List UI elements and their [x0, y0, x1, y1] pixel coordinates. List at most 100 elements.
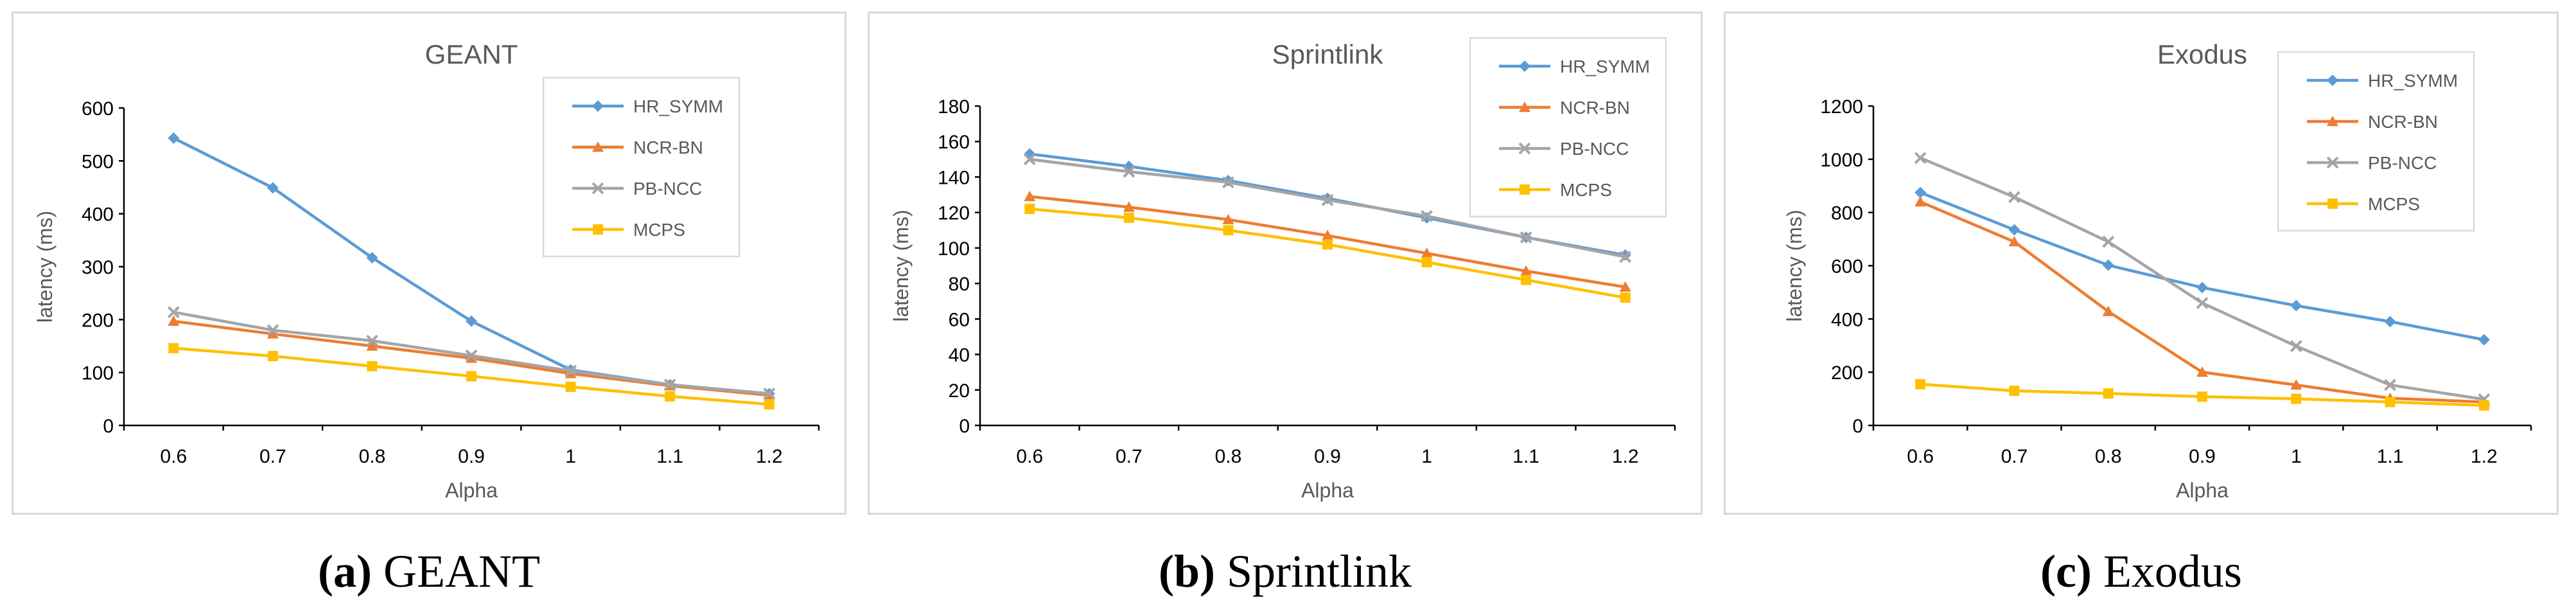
point-hr-symm-0-9: [466, 315, 477, 327]
series-mcps: [168, 343, 775, 410]
point-pb-ncc-1-2: [1619, 251, 1632, 263]
legend-marker-mcps: [2327, 199, 2338, 209]
x-tick-label-0-9: 0.9: [458, 446, 485, 467]
x-tick-label-1: 1: [1421, 446, 1432, 467]
legend-label-ncr-bn: NCR-BN: [2368, 112, 2438, 132]
x-tick-label-0-6: 0.6: [160, 446, 187, 467]
point-ncr-bn-1: [2290, 379, 2302, 390]
point-pb-ncc-1-2: [763, 388, 776, 400]
x-tick-label-0-9: 0.9: [1314, 446, 1341, 467]
point-mcps-0-8: [1223, 225, 1234, 236]
point-pb-ncc-0-7: [2008, 191, 2020, 204]
point-pb-ncc-0-8: [1222, 176, 1234, 189]
chart-title-exodus: Exodus: [2157, 39, 2247, 69]
point-mcps-0-9: [2197, 391, 2207, 402]
point-pb-ncc-0-6: [1023, 153, 1036, 166]
y-tick-label-100: 100: [938, 238, 970, 260]
x-tick-label-0-6: 0.6: [1907, 446, 1934, 467]
point-pb-ncc-0-6: [1914, 152, 1927, 165]
y-tick-label-0: 0: [959, 416, 970, 437]
x-axis-label: Alpha: [1301, 479, 1354, 502]
point-pb-ncc-0-9: [2196, 297, 2209, 309]
chart-title-geant: GEANT: [425, 39, 518, 69]
point-ncr-bn-1: [1421, 247, 1433, 258]
point-pb-ncc-0-7: [267, 324, 279, 337]
series-ncr-bn: [1024, 190, 1631, 292]
legend-label-ncr-bn: NCR-BN: [1560, 98, 1630, 118]
legend-label-pb-ncc: PB-NCC: [2368, 153, 2437, 173]
y-tick-label-0: 0: [103, 416, 114, 437]
legend-label-mcps: MCPS: [2368, 194, 2420, 214]
y-tick-label-800: 800: [1831, 203, 1863, 224]
caption-a-text: GEANT: [383, 546, 540, 597]
x-tick-label-0-6: 0.6: [1016, 446, 1043, 467]
x-tick-label-1-1: 1.1: [1512, 446, 1539, 467]
chart-panel-sprintlink: Sprintlink 0 20 40 60 80 100 120 140 160 180 0.6 0.7…: [868, 12, 1703, 515]
point-ncr-bn-0-6: [1024, 190, 1036, 202]
x-tick-label-1-1: 1.1: [656, 446, 683, 467]
y-tick-label-200: 200: [1831, 362, 1863, 384]
x-tick-label-0-7: 0.7: [2001, 446, 2028, 467]
point-mcps-0-9: [1322, 239, 1333, 250]
point-hr-symm-0-6: [168, 132, 180, 144]
point-pb-ncc-0-8: [366, 334, 378, 347]
x-axis-label: Alpha: [445, 479, 498, 502]
y-tick-label-600: 600: [82, 98, 114, 120]
x-tick-label-0-8: 0.8: [2095, 446, 2122, 467]
y-tick-label-120: 120: [938, 203, 970, 224]
legend-marker-mcps: [1520, 184, 1530, 195]
legend-label-hr-symm: HR_SYMM: [2368, 71, 2458, 91]
legend-marker-hr-symm: [2327, 75, 2338, 86]
y-axis-label: latency (ms): [1783, 209, 1806, 321]
point-pb-ncc-0-9: [465, 349, 478, 362]
point-ncr-bn-1-1: [1520, 265, 1532, 276]
point-mcps-1-2: [2478, 400, 2489, 411]
y-tick-label-600: 600: [1831, 256, 1863, 278]
legend-marker-pb-ncc: [591, 182, 604, 195]
point-hr-symm-1-2: [2478, 334, 2490, 346]
y-tick-label-20: 20: [949, 380, 970, 402]
point-ncr-bn-0-7: [1123, 201, 1135, 212]
y-tick-label-200: 200: [82, 310, 114, 331]
point-pb-ncc-1-1: [1520, 231, 1532, 244]
point-ncr-bn-0-7: [267, 328, 279, 339]
point-ncr-bn-0-8: [2102, 305, 2114, 316]
point-mcps-0-8: [367, 361, 378, 371]
chart-sprintlink-svg: Sprintlink 0 20 40 60 80 100 120 140 160 180 0.6 0.7…: [889, 37, 1676, 502]
legend-marker-ncr-bn: [1519, 102, 1530, 112]
series-hr-symm: [1914, 186, 2490, 346]
point-pb-ncc-0-8: [2102, 235, 2115, 248]
legend-marker-pb-ncc: [1518, 142, 1531, 155]
point-mcps-1-1: [665, 391, 676, 402]
point-ncr-bn-0-8: [1222, 213, 1234, 224]
legend-label-mcps: MCPS: [1560, 180, 1612, 200]
legend: HR_SYMM NCR-BN PB-NCC MCPS: [542, 76, 740, 258]
y-axis-label: latency (ms): [33, 211, 57, 323]
y-tick-label-0: 0: [1852, 416, 1863, 437]
series-pb-ncc: [167, 306, 776, 400]
y-tick-label-300: 300: [82, 257, 114, 278]
caption-b-text: Sprintlink: [1226, 546, 1412, 597]
legend-label-hr-symm: HR_SYMM: [633, 96, 723, 116]
legend-box: [542, 76, 740, 258]
legend-label-ncr-bn: NCR-BN: [633, 138, 703, 157]
point-hr-symm-0-9: [2196, 281, 2208, 294]
point-hr-symm-1-1: [2384, 316, 2396, 328]
x-tick-label-1: 1: [565, 446, 576, 467]
legend: HR_SYMM NCR-BN PB-NCC MCPS: [1469, 37, 1667, 218]
point-pb-ncc-1-1: [2384, 379, 2396, 391]
legend-marker-mcps: [593, 224, 603, 235]
caption-a: (a) GEANT: [12, 545, 846, 598]
y-tick-label-140: 140: [938, 167, 970, 188]
point-ncr-bn-0-9: [2196, 366, 2208, 377]
point-ncr-bn-0-7: [2008, 236, 2020, 247]
series-mcps: [1915, 379, 2489, 411]
point-mcps-1-2: [1620, 292, 1631, 303]
point-pb-ncc-1: [2290, 340, 2302, 352]
point-mcps-0-7: [267, 351, 278, 362]
chart-exodus-svg: Exodus 0 200 400 600 800 1000 1200 0.6 0.7 0.8 0.9 1…: [1783, 39, 2532, 502]
chart-title-sprintlink: Sprintlink: [1272, 39, 1384, 69]
series-pb-ncc: [1914, 152, 2491, 406]
legend-marker-hr-symm: [592, 100, 604, 112]
point-hr-symm-1: [2290, 299, 2302, 312]
